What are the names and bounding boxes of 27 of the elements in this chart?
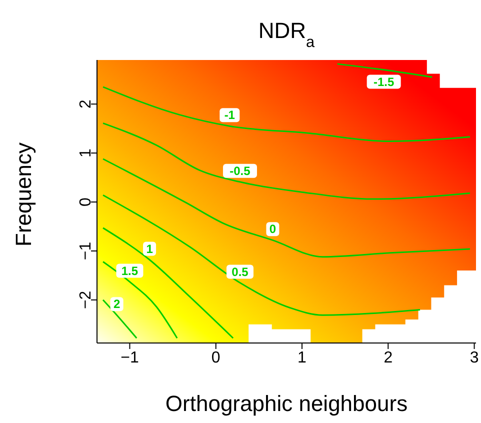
series-label: -1 (224, 108, 236, 122)
series-label: 0.5 (232, 264, 249, 279)
x-tick-label: 0 (211, 349, 220, 366)
y-tick-label: 0 (78, 197, 95, 206)
x-tick-label: 2 (384, 349, 393, 366)
series-label: 1 (146, 242, 154, 256)
x-tick-label: −1 (120, 349, 139, 366)
line-series (102, 260, 178, 339)
x-tick-label: 3 (470, 349, 479, 366)
x-tick-label: 1 (298, 349, 307, 366)
y-tick-label: 1 (78, 148, 95, 158)
line-series (102, 122, 471, 200)
y-tick-label: −1 (78, 242, 95, 260)
series-label: 2 (113, 297, 120, 312)
y-axis-title: Frequency (10, 142, 36, 246)
series-label: 1.5 (121, 264, 138, 278)
x-axis-title: Orthographic neighbours (165, 391, 408, 416)
series-label: 0 (269, 222, 276, 236)
line-series (102, 158, 471, 258)
chart-title: NDR$_{a}$ (258, 18, 316, 50)
series-label: -0.5 (230, 164, 251, 178)
y-tick-label: 2 (78, 100, 95, 109)
y-tick-label: −2 (78, 290, 95, 310)
line-series (102, 227, 234, 339)
series-label: -1.5 (373, 74, 394, 89)
line-series (102, 194, 421, 316)
line-series (102, 86, 471, 142)
